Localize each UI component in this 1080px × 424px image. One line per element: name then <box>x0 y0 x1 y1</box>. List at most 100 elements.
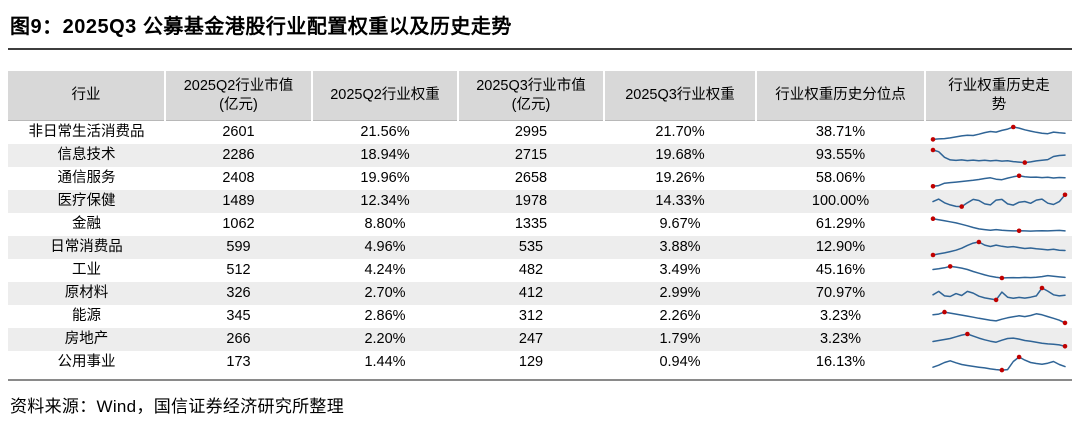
cell-q3-weight: 21.70% <box>655 124 705 140</box>
cell-industry: 日常消费品 <box>50 239 123 255</box>
cell-q3-marketcap: 2715 <box>514 147 548 163</box>
sparkline-marker-dot <box>1022 159 1027 165</box>
source-divider <box>8 379 1072 381</box>
table-row: 通信服务 2408 19.96% 2658 19.26% 58.06% <box>8 167 1072 190</box>
cell-trend-sparkline <box>925 213 1072 236</box>
table-row: 非日常生活消费品 2601 21.56% 2995 21.70% 38.71% <box>8 121 1072 145</box>
cell-trend-sparkline <box>925 328 1072 351</box>
cell-percentile: 61.29% <box>815 216 866 232</box>
cell-q3-weight: 14.33% <box>655 193 705 209</box>
cell-q2-marketcap: 173 <box>226 354 251 370</box>
cell-q2-marketcap: 345 <box>226 308 251 324</box>
cell-q3-marketcap: 2995 <box>514 124 548 140</box>
cell-trend-sparkline <box>925 167 1072 190</box>
cell-percentile: 100.00% <box>811 193 870 209</box>
cell-trend-sparkline <box>925 259 1072 282</box>
column-header: 2025Q3行业市值 (亿元) <box>458 71 605 121</box>
cell-q2-weight: 18.94% <box>360 147 410 163</box>
cell-q3-marketcap: 482 <box>518 262 544 278</box>
sparkline-path <box>931 286 1066 301</box>
sparkline-marker-dot <box>999 367 1004 372</box>
sparkline-path <box>931 332 1066 347</box>
sparkline-marker-dot <box>930 252 935 257</box>
cell-q2-weight: 19.96% <box>360 170 410 186</box>
sparkline-chart <box>930 147 1066 165</box>
cell-percentile: 3.23% <box>819 331 862 347</box>
sparkline-marker-dot <box>1062 192 1067 197</box>
cell-trend-sparkline <box>925 305 1072 328</box>
cell-industry: 通信服务 <box>57 170 116 186</box>
table-container: 行业 2025Q2行业市值 (亿元) 2025Q2行业权重 2025Q3行业市值 (亿… <box>8 71 1072 374</box>
sparkline-marker-dot <box>930 136 935 142</box>
cell-q3-marketcap: 535 <box>518 239 544 255</box>
sparkline-chart <box>931 354 1066 372</box>
cell-q3-marketcap: 412 <box>518 285 544 301</box>
cell-q2-marketcap: 512 <box>226 262 251 278</box>
cell-q3-weight: 9.67% <box>659 216 701 232</box>
sparkline-chart <box>930 124 1066 142</box>
cell-q2-weight: 8.80% <box>364 216 406 232</box>
cell-q2-weight: 21.56% <box>360 124 410 140</box>
table-row: 工业 512 4.24% 482 3.49% 45.16% <box>8 259 1072 282</box>
sparkline-marker-dot <box>964 331 970 336</box>
cell-percentile: 16.13% <box>815 354 866 370</box>
cell-industry: 工业 <box>72 262 101 278</box>
table-row: 日常消费品 599 4.96% 535 3.88% 12.90% <box>8 236 1072 259</box>
title-divider <box>8 48 1072 50</box>
cell-q2-weight: 2.86% <box>364 308 406 324</box>
table-row: 信息技术 2286 18.94% 2715 19.68% 93.55% <box>8 144 1072 167</box>
cell-industry: 非日常生活消费品 <box>28 124 145 140</box>
cell-q3-marketcap: 129 <box>518 354 544 370</box>
cell-q2-marketcap: 2601 <box>222 124 255 140</box>
cell-q2-marketcap: 1489 <box>222 193 255 209</box>
source-note: 资料来源：Wind，国信证券经济研究所整理 <box>10 397 345 416</box>
figure-title: 图9：2025Q3 公募基金港股行业配置权重以及历史走势 <box>10 16 512 38</box>
cell-q3-marketcap: 312 <box>518 308 544 324</box>
cell-q3-marketcap: 1978 <box>514 193 548 209</box>
header-row: 行业 2025Q2行业市值 (亿元) 2025Q2行业权重 2025Q3行业市值 (亿… <box>8 71 1072 121</box>
sparkline-marker-dot <box>947 263 952 269</box>
sparkline-chart <box>931 263 1066 280</box>
cell-q3-weight: 0.94% <box>659 354 701 370</box>
cell-q3-marketcap: 2658 <box>514 170 548 186</box>
table-row: 原材料 326 2.70% 412 2.99% 70.97% <box>8 282 1072 305</box>
cell-q3-weight: 3.49% <box>659 262 701 278</box>
cell-q3-marketcap: 247 <box>518 331 544 347</box>
cell-trend-sparkline <box>925 144 1072 167</box>
sparkline-chart <box>930 239 1066 257</box>
table-row: 房地产 266 2.20% 247 1.79% 3.23% <box>8 328 1072 351</box>
sparkline-path <box>931 355 1066 371</box>
sparkline-path <box>931 193 1066 207</box>
sparkline-marker-dot <box>930 147 935 152</box>
sparkline-marker-dot <box>1039 285 1044 290</box>
sparkline-marker-dot <box>1016 228 1021 233</box>
sparkline-path <box>931 217 1066 232</box>
table-row: 能源 345 2.86% 312 2.26% 3.23% <box>8 305 1072 328</box>
sparkline-marker-dot <box>1010 124 1016 129</box>
sparkline-marker-dot <box>1062 343 1067 349</box>
sparkline-path <box>931 310 1066 324</box>
cell-percentile: 93.55% <box>815 147 866 163</box>
cell-q2-marketcap: 599 <box>226 239 251 255</box>
cell-industry: 医疗保健 <box>57 193 116 209</box>
sparkline-chart <box>931 309 1067 325</box>
cell-q2-marketcap: 326 <box>226 285 251 301</box>
cell-industry: 信息技术 <box>57 147 116 163</box>
column-header: 2025Q2行业权重 <box>312 71 459 121</box>
sparkline-chart <box>931 192 1067 209</box>
cell-industry: 房地产 <box>64 331 109 347</box>
sparkline-marker-dot <box>993 297 998 302</box>
cell-trend-sparkline <box>925 351 1072 374</box>
cell-industry: 原材料 <box>64 285 109 301</box>
sparkline-marker-dot <box>1062 320 1067 325</box>
column-header: 2025Q3行业权重 <box>604 71 757 121</box>
table-row: 金融 1062 8.80% 1335 9.67% 61.29% <box>8 213 1072 236</box>
cell-industry: 公用事业 <box>57 354 116 370</box>
sparkline-marker-dot <box>930 215 935 221</box>
cell-q2-weight: 2.20% <box>364 331 406 347</box>
cell-percentile: 45.16% <box>815 262 866 278</box>
table-body: 非日常生活消费品 2601 21.56% 2995 21.70% 38.71% 信息技术 22… <box>8 121 1072 375</box>
cell-percentile: 12.90% <box>815 239 866 255</box>
sparkline-marker-dot <box>976 239 981 244</box>
cell-industry: 能源 <box>72 308 101 324</box>
